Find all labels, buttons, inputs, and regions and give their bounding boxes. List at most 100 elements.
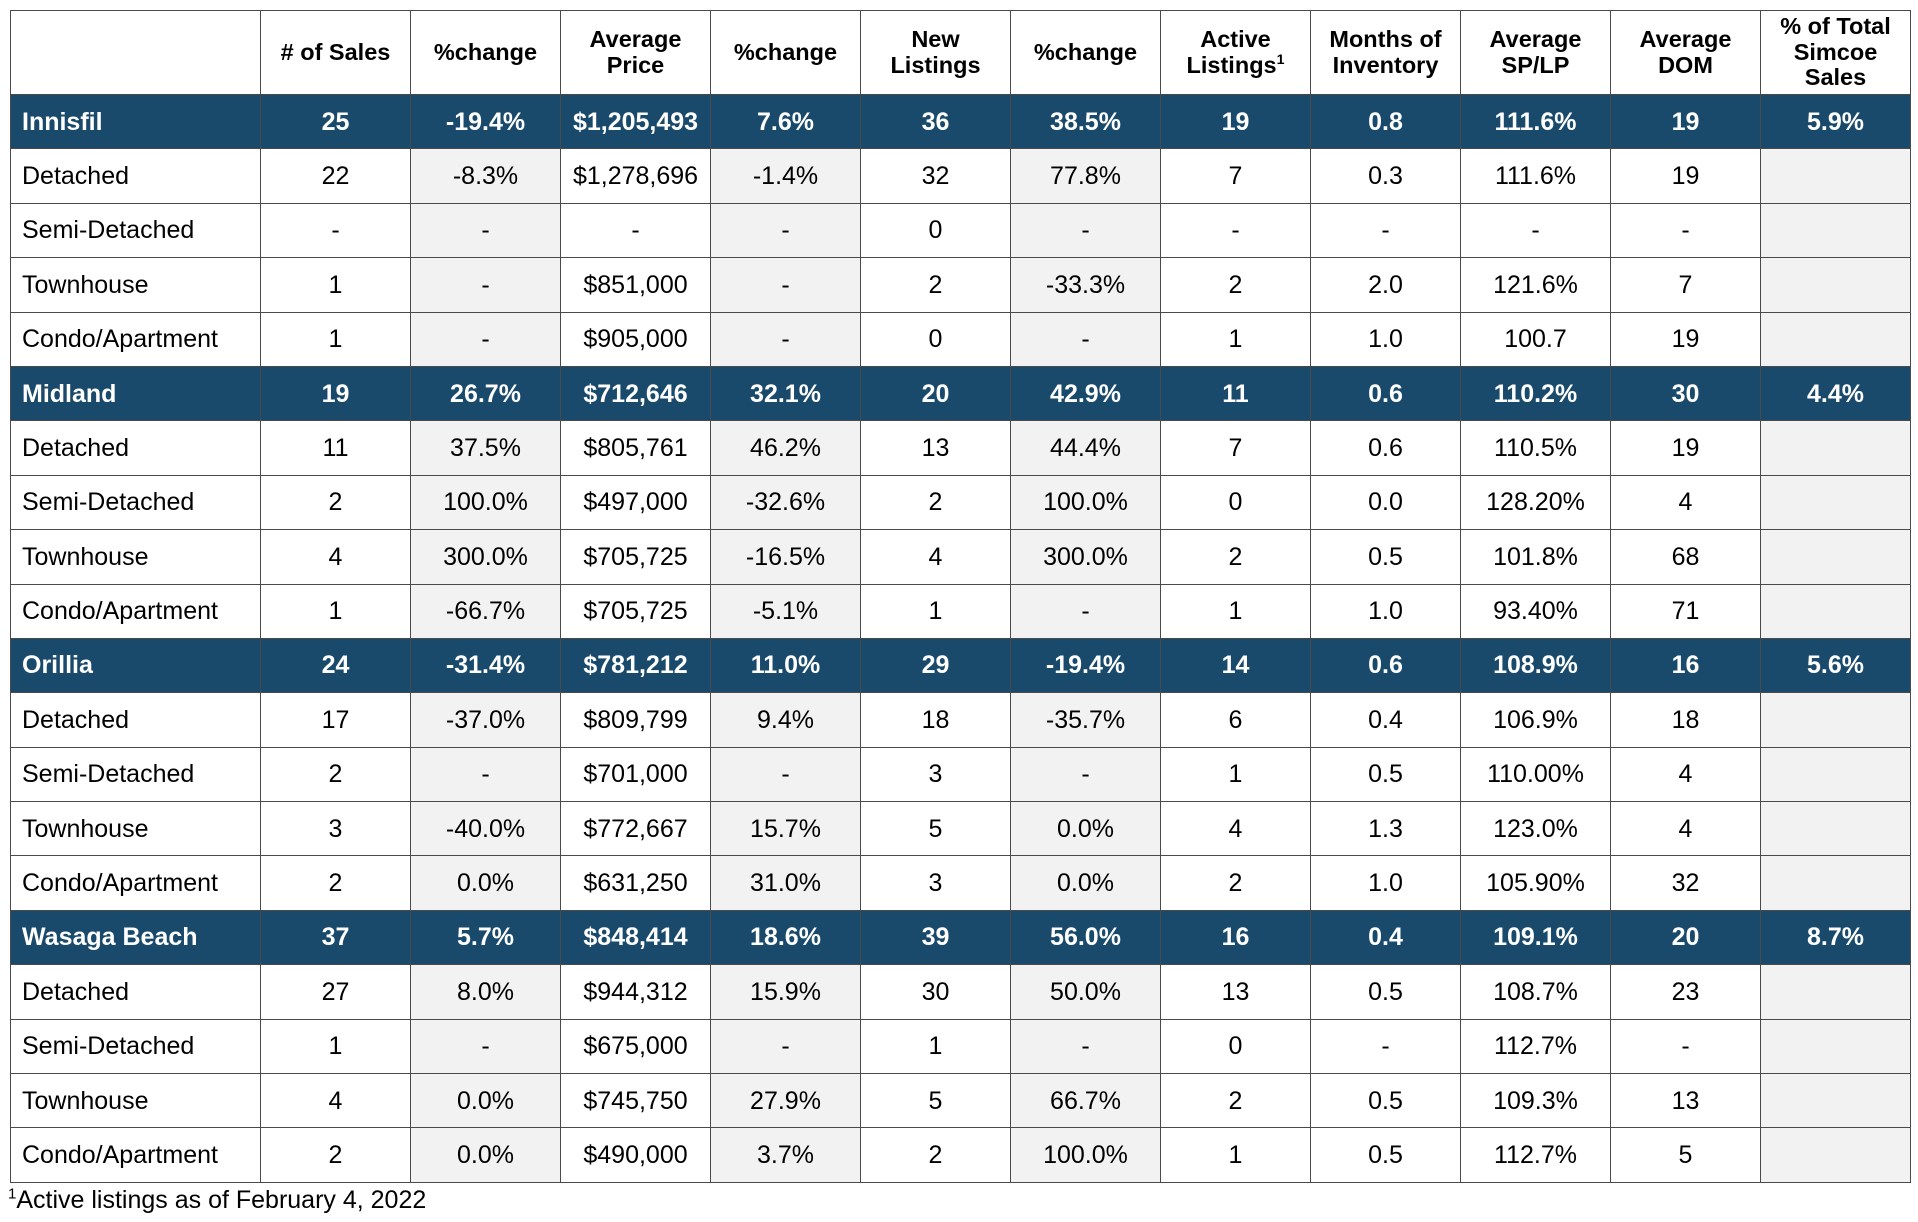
table-cell: $905,000 [560, 311, 711, 367]
table-cell: 2 [860, 1127, 1011, 1183]
region-cell: 5.9% [1760, 93, 1911, 150]
table-cell: 22 [260, 148, 411, 204]
table-row: Semi-Detached 1- $675,000-1-0-112.7% - [10, 1018, 1911, 1075]
region-name: Orillia [10, 637, 261, 694]
table-cell [1760, 311, 1911, 367]
region-cell: 5.7% [410, 909, 561, 966]
table-cell: 1 [860, 1018, 1011, 1075]
table-cell [1760, 855, 1911, 911]
table-cell: -5.1% [710, 583, 861, 639]
property-type-label: Detached [10, 692, 261, 748]
region-name: Wasaga Beach [10, 909, 261, 966]
table-cell: 108.7% [1460, 964, 1611, 1020]
table-cell: -16.5% [710, 529, 861, 585]
region-cell: -19.4% [410, 93, 561, 150]
table-cell: 13 [1610, 1073, 1761, 1129]
table-cell: 37.5% [410, 420, 561, 476]
region-cell: 4.4% [1760, 365, 1911, 422]
header-text: Listings [1186, 51, 1277, 78]
table-cell [1760, 420, 1911, 476]
table-cell: 0 [1160, 1018, 1311, 1075]
region-cell: 111.6% [1460, 93, 1611, 150]
column-header-line: Active [1200, 25, 1271, 52]
property-type-label: Townhouse [10, 529, 261, 585]
region-cell: 11 [1160, 365, 1311, 422]
table-cell: -66.7% [410, 583, 561, 639]
table-cell: - [1160, 202, 1311, 259]
table-cell: 100.0% [410, 474, 561, 531]
table-cell: 0.5 [1310, 746, 1461, 803]
table-cell: 6 [1160, 692, 1311, 748]
table-cell: 4 [260, 1073, 411, 1129]
table-cell: - [710, 311, 861, 367]
table-cell [1760, 1073, 1911, 1129]
region-cell: $781,212 [560, 637, 711, 694]
table-cell: 106.9% [1460, 692, 1611, 748]
table-cell: 112.7% [1460, 1127, 1611, 1183]
column-header-price-change: %change [710, 10, 861, 95]
table-cell: 110.5% [1460, 420, 1611, 476]
table-cell: 0.0% [410, 855, 561, 911]
table-cell: - [710, 1018, 861, 1075]
property-type-label: Townhouse [10, 801, 261, 857]
table-cell: - [260, 202, 411, 259]
property-type-label: Condo/Apartment [10, 583, 261, 639]
table-cell: 5 [860, 1073, 1011, 1129]
table-cell: 2 [1160, 855, 1311, 911]
table-cell: 5 [860, 801, 1011, 857]
table-row: Detached 17 -37.0% $809,799 9.4% 18 -35.7% 6 0.4… [10, 692, 1911, 748]
column-header-line: Average [589, 25, 682, 52]
table-cell: 15.7% [710, 801, 861, 857]
table-row: Detached 22 -8.3% $1,278,696 -1.4% 32 77.8% 7 0.… [10, 148, 1911, 204]
table-cell: 0.5 [1310, 964, 1461, 1020]
property-type-label: Semi-Detached [10, 202, 261, 259]
table-cell: 4 [260, 529, 411, 585]
table-cell: 0.0% [1010, 855, 1161, 911]
table-cell [1760, 801, 1911, 857]
column-header-average-price: Average Price [560, 10, 711, 95]
column-header-sales-count: # of Sales [260, 10, 411, 95]
table-cell: 2 [860, 474, 1011, 531]
region-row: Midland 19 26.7% $712,646 32.1% 20 42.9% 11 0.6 1… [10, 365, 1911, 422]
table-cell: -35.7% [1010, 692, 1161, 748]
table-cell: 112.7% [1460, 1018, 1611, 1075]
table-cell: 2 [260, 855, 411, 911]
table-cell: 4 [1610, 801, 1761, 857]
table-cell [1760, 746, 1911, 803]
table-cell: 3 [260, 801, 411, 857]
table-cell: 2 [1160, 1073, 1311, 1129]
table-cell: 19 [1610, 420, 1761, 476]
table-row: Detached 11 37.5% $805,761 46.2% 13 44.4% 7 0.6 1… [10, 420, 1911, 476]
column-header-line: New [911, 25, 960, 52]
column-header-line: Listings1 [1162, 51, 1310, 79]
region-cell: 109.1% [1460, 909, 1611, 966]
table-cell: 19 [1610, 148, 1761, 204]
table-cell: - [710, 202, 861, 259]
market-statistics-table: # of Sales %change Average Price %change New L… [10, 10, 1911, 1183]
table-row: Condo/Apartment 2 0.0% $490,000 3.7% 2 100.0% 1… [10, 1127, 1911, 1183]
table-cell: 1 [260, 1018, 411, 1075]
table-cell: $805,761 [560, 420, 711, 476]
table-cell: 1 [1160, 1127, 1311, 1183]
table-cell [1760, 964, 1911, 1020]
table-cell: 7 [1160, 148, 1311, 204]
column-header-line: %change [1033, 38, 1138, 65]
region-cell: 0.4 [1310, 909, 1461, 966]
table-cell: 0.4 [1310, 692, 1461, 748]
table-cell: 1 [260, 257, 411, 313]
table-cell: 1 [1160, 583, 1311, 639]
table-cell: 17 [260, 692, 411, 748]
table-cell: 46.2% [710, 420, 861, 476]
region-cell: 14 [1160, 637, 1311, 694]
table-cell: $631,250 [560, 855, 711, 911]
table-cell: 11 [260, 420, 411, 476]
region-cell: 18.6% [710, 909, 861, 966]
column-header-line: Inventory [1332, 51, 1439, 78]
table-cell: 1.0 [1310, 583, 1461, 639]
table-cell: - [560, 202, 711, 259]
table-cell: $705,725 [560, 583, 711, 639]
region-cell: 29 [860, 637, 1011, 694]
region-cell: 19 [260, 365, 411, 422]
column-header-listings-change: %change [1010, 10, 1161, 95]
table-cell: 0.0% [1010, 801, 1161, 857]
